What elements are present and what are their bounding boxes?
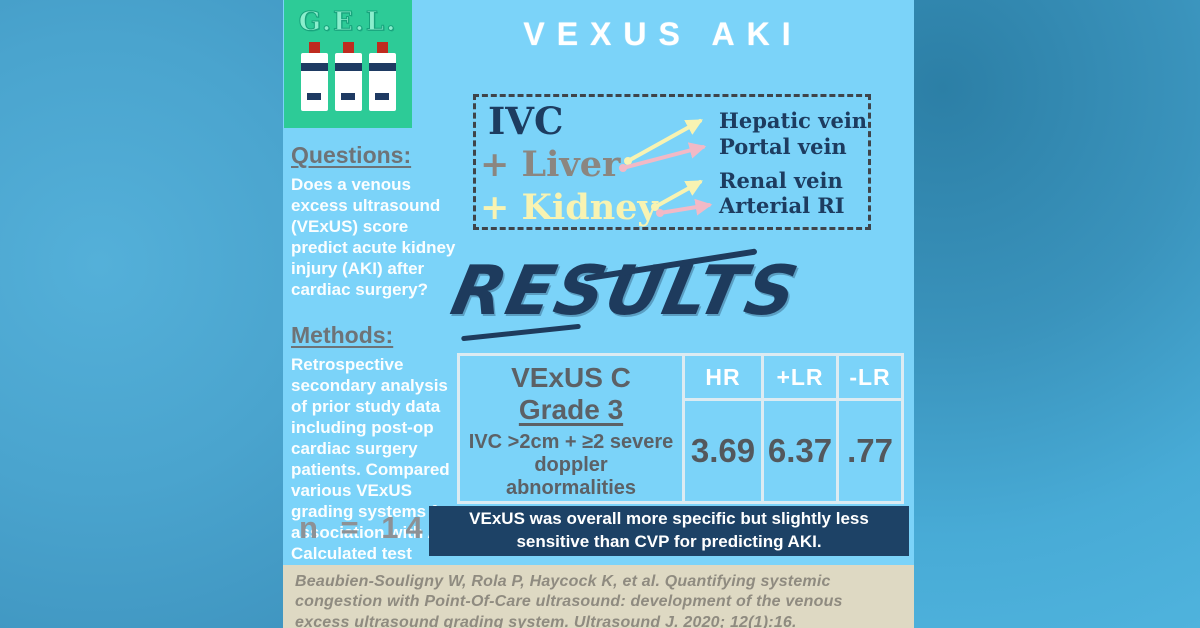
protocol-arrows-icon	[619, 119, 713, 217]
table-value-hr: 3.69	[685, 401, 761, 501]
vexus-protocol-box: IVC + Liver + Kidney	[473, 94, 871, 230]
background-right-panel	[914, 0, 1200, 628]
summary-banner: VExUS was overall more specific but slig…	[429, 506, 909, 556]
table-row-label-grade: Grade 3	[518, 393, 624, 425]
organ-label-liver: + Liver	[480, 144, 621, 185]
methods-heading: Methods:	[291, 322, 394, 349]
summary-banner-text: VExUS was overall more specific but slig…	[469, 509, 869, 551]
background-left-panel	[0, 0, 283, 628]
methods-text: Retrospective secondary analysis of prio…	[291, 355, 461, 604]
results-heading: RESULTS	[444, 252, 806, 331]
table-header-minus-lr: -LR	[839, 356, 901, 398]
page-title: VEXUS AKI	[523, 16, 803, 52]
table-value-plus-lr: 6.37	[764, 401, 836, 501]
sample-size: n = 145	[299, 510, 454, 545]
infographic-card: G.E.L.	[283, 0, 914, 628]
gel-logo-block: G.E.L.	[284, 0, 412, 128]
table-header-plus-lr: +LR	[764, 356, 836, 398]
table-row-label-title: VExUS C	[511, 361, 631, 393]
table-header-hr: HR	[685, 356, 761, 398]
table-row-label-criteria: IVC >2cm + ≥2 severe doppler abnormaliti…	[468, 431, 674, 500]
organ-label-ivc: IVC	[488, 99, 564, 143]
questions-text: Does a venous excess ultrasound (VExUS) …	[291, 175, 456, 299]
measurement-label-arterial-ri: Arterial RI	[719, 193, 845, 218]
results-table: VExUS C Grade 3 IVC >2cm + ≥2 severe dop…	[457, 353, 904, 504]
table-row-label: VExUS C Grade 3 IVC >2cm + ≥2 severe dop…	[460, 356, 682, 501]
organ-label-kidney: + Kidney	[480, 187, 658, 228]
questions-heading: Questions:	[291, 142, 412, 168]
measurement-label-renal-vein: Renal vein	[719, 168, 843, 193]
gel-logo-text: G.E.L.	[298, 7, 398, 38]
gel-bottles-icon	[301, 42, 396, 111]
measurement-label-portal-vein: Portal vein	[719, 134, 847, 159]
table-value-minus-lr: .77	[839, 401, 901, 501]
citation: Beaubien-Souligny W, Rola P, Haycock K, …	[283, 565, 914, 628]
sidebar: Questions: Does a venous excess ultrasou…	[291, 142, 465, 628]
measurement-label-hepatic-vein: Hepatic vein	[719, 108, 868, 133]
